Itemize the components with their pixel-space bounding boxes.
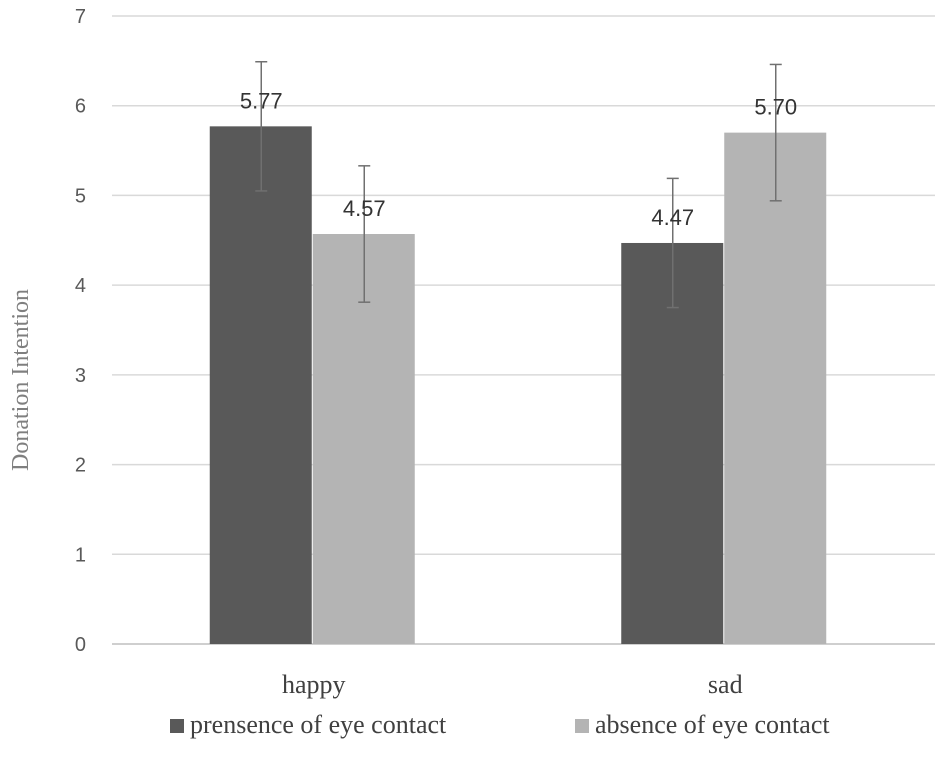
y-tick-label: 7: [75, 6, 86, 28]
error-bars: [255, 61, 782, 309]
legend-swatch: [575, 719, 589, 733]
bar: [724, 132, 827, 644]
y-tick-label: 5: [75, 185, 86, 207]
category-label: happy: [282, 670, 346, 699]
y-axis-label: Donation Intention: [8, 289, 34, 471]
bar: [621, 242, 724, 644]
data-label: 4.47: [651, 205, 694, 230]
y-axis-ticks: 0 1 2 3 4 5 6 7: [75, 6, 86, 656]
category-label: sad: [708, 670, 743, 699]
category-labels: happy sad: [282, 670, 743, 699]
data-label: 5.77: [240, 88, 283, 113]
data-label: 4.57: [343, 196, 386, 221]
data-labels: 5.77 4.57 4.47 5.70: [240, 88, 797, 230]
legend: prensence of eye contact absence of eye c…: [170, 710, 830, 739]
bars: [209, 126, 827, 644]
y-tick-label: 0: [75, 634, 86, 656]
y-tick-label: 2: [75, 455, 86, 477]
bar: [209, 126, 312, 644]
data-label: 5.70: [754, 95, 797, 120]
y-tick-label: 3: [75, 365, 86, 387]
y-tick-label: 4: [75, 275, 86, 297]
legend-label: absence of eye contact: [595, 710, 830, 739]
y-tick-label: 1: [75, 544, 86, 566]
y-tick-label: 6: [75, 96, 86, 118]
legend-label: prensence of eye contact: [190, 710, 447, 739]
legend-swatch: [170, 719, 184, 733]
